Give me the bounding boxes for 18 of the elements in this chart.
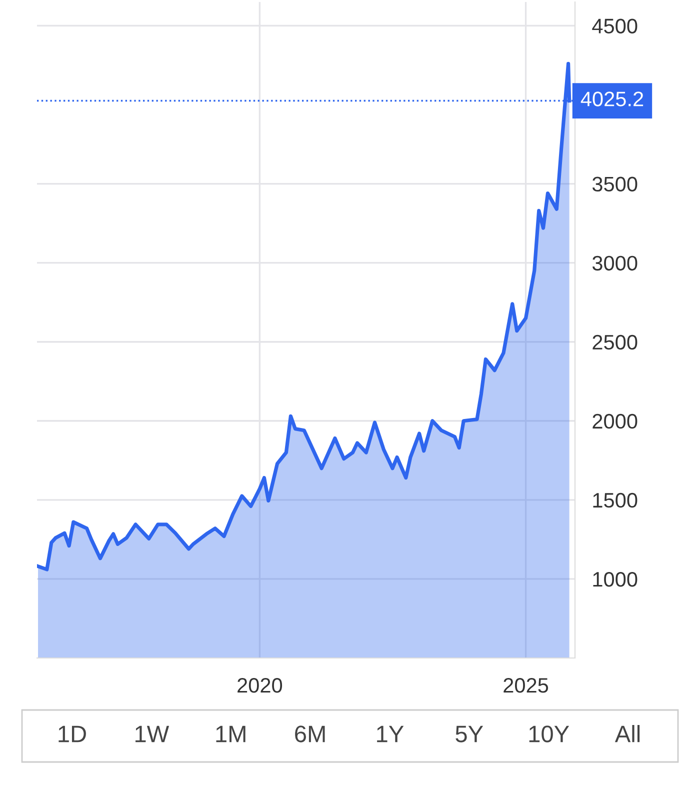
y-tick-label: 4500 [592, 18, 638, 34]
text: 5Y [456, 726, 484, 742]
text: 6M [295, 726, 325, 742]
y-tick-label: 3500 [592, 176, 638, 192]
text: 1D [58, 726, 86, 742]
text: All [614, 724, 640, 742]
y-tick-label: 3000 [592, 256, 638, 271]
x-tick-label: 2025 [504, 678, 548, 693]
text: 1Y [377, 726, 404, 742]
text: 1M [216, 726, 246, 742]
text: 1W [136, 726, 170, 742]
y-tick-label: 1000 [593, 572, 638, 587]
y-tick-label: 2000 [592, 414, 638, 429]
text: 10Y [529, 726, 570, 742]
y-tick-label: 2500 [592, 334, 638, 350]
y-tick-label: 1500 [593, 492, 638, 508]
ref-line-label: 4025.2 [580, 92, 644, 106]
x-tick-label: 2020 [238, 678, 282, 693]
